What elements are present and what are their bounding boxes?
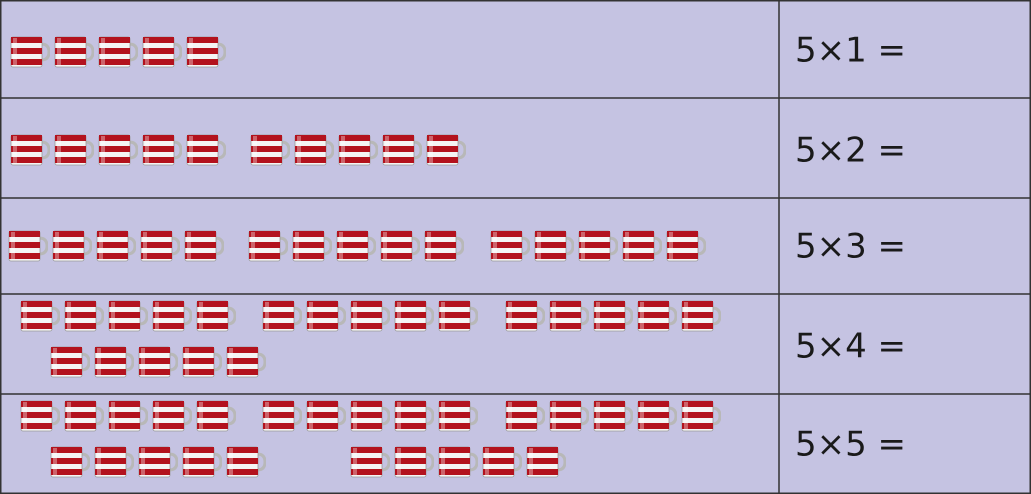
- cup-icon: [623, 231, 661, 261]
- cup-icon: [383, 135, 421, 165]
- cup-icon: [53, 231, 91, 261]
- cup-icon: [579, 231, 617, 261]
- cup-icon: [187, 37, 225, 67]
- cup-icon: [638, 401, 676, 431]
- cup-icon: [439, 447, 477, 477]
- cup-icon: [425, 231, 463, 261]
- cup-icon: [51, 447, 89, 477]
- cup-icon: [153, 401, 191, 431]
- cup-icon: [395, 447, 433, 477]
- equation: 5×1 =: [795, 31, 906, 71]
- cup-icon: [682, 401, 720, 431]
- cup-icon: [21, 401, 59, 431]
- cup-icon: [99, 37, 137, 67]
- cup-icon: [227, 447, 265, 477]
- cup-icon: [395, 401, 433, 431]
- table: 5×1 = 5×2 = 5×3 = 5×4 = 5×5 =: [0, 0, 1031, 494]
- cup-icon: [351, 401, 389, 431]
- cup-icon: [682, 301, 720, 331]
- cup-icon: [55, 135, 93, 165]
- cup-icon: [427, 135, 465, 165]
- equation: 5×3 =: [795, 227, 906, 267]
- cup-icon: [550, 401, 588, 431]
- cup-icon: [95, 447, 133, 477]
- cup-icon: [249, 231, 287, 261]
- equation: 5×2 =: [795, 131, 906, 171]
- cup-icon: [141, 231, 179, 261]
- cup-icon: [251, 135, 289, 165]
- cup-icon: [11, 135, 49, 165]
- cup-icon: [51, 347, 89, 377]
- cup-icon: [535, 231, 573, 261]
- cup-icon: [187, 135, 225, 165]
- cup-icon: [139, 347, 177, 377]
- cup-icon: [307, 401, 345, 431]
- cup-icon: [109, 401, 147, 431]
- cup-icon: [185, 231, 223, 261]
- cup-icon: [263, 301, 301, 331]
- cup-icon: [594, 301, 632, 331]
- cup-icon: [55, 37, 93, 67]
- cup-icon: [153, 301, 191, 331]
- cup-icon: [307, 301, 345, 331]
- cup-icon: [293, 231, 331, 261]
- cup-icon: [227, 347, 265, 377]
- cup-icon: [263, 401, 301, 431]
- cup-icon: [97, 231, 135, 261]
- cup-icon: [439, 301, 477, 331]
- cup-icon: [21, 301, 59, 331]
- cup-icon: [11, 37, 49, 67]
- cup-icon: [439, 401, 477, 431]
- cup-icon: [506, 401, 544, 431]
- cup-icon: [351, 301, 389, 331]
- cup-icon: [638, 301, 676, 331]
- cup-icon: [9, 231, 47, 261]
- cup-icon: [65, 401, 103, 431]
- cup-icon: [143, 37, 181, 67]
- cup-icon: [197, 301, 235, 331]
- cup-icon: [295, 135, 333, 165]
- cup-icon: [109, 301, 147, 331]
- cup-icon: [506, 301, 544, 331]
- cup-icon: [395, 301, 433, 331]
- cup-icon: [337, 231, 375, 261]
- cup-icon: [99, 135, 137, 165]
- cup-icon: [339, 135, 377, 165]
- cup-icon: [667, 231, 705, 261]
- cup-icon: [95, 347, 133, 377]
- cup-icon: [65, 301, 103, 331]
- cup-icon: [550, 301, 588, 331]
- cup-icon: [483, 447, 521, 477]
- cup-icon: [594, 401, 632, 431]
- cup-icon: [197, 401, 235, 431]
- cup-icon: [491, 231, 529, 261]
- cup-icon: [351, 447, 389, 477]
- worksheet: 5×1 = 5×2 = 5×3 = 5×4 = 5×5 =: [0, 0, 1031, 494]
- cup-icon: [527, 447, 565, 477]
- equation: 5×4 =: [795, 327, 906, 367]
- equation: 5×5 =: [795, 425, 906, 465]
- cup-icon: [183, 347, 221, 377]
- cup-icon: [143, 135, 181, 165]
- cup-icon: [183, 447, 221, 477]
- cup-icon: [139, 447, 177, 477]
- cup-icon: [381, 231, 419, 261]
